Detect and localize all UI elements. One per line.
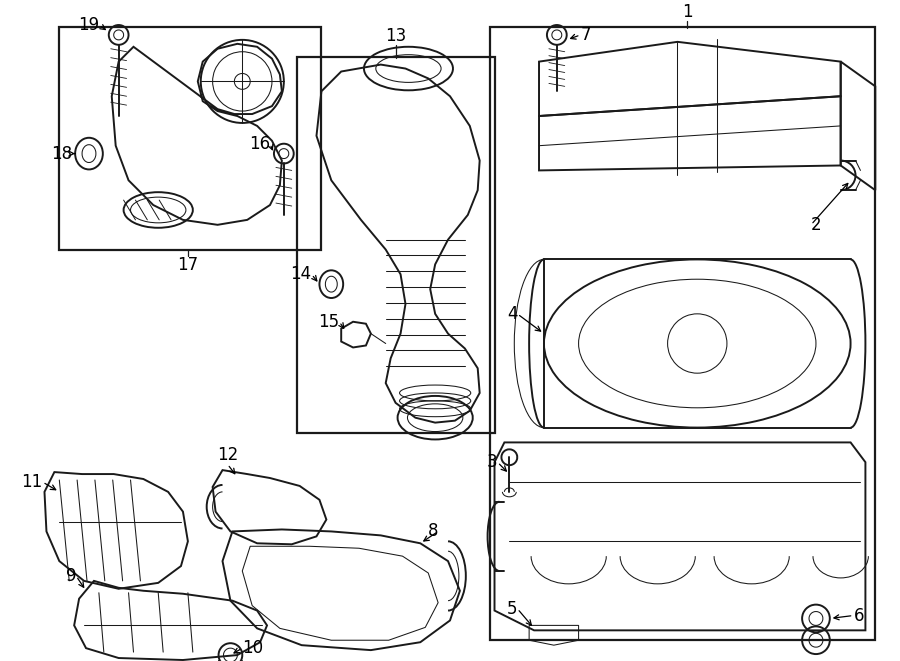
Text: 16: 16 — [249, 135, 270, 153]
Text: 2: 2 — [811, 216, 822, 234]
Text: 15: 15 — [318, 313, 339, 330]
Bar — [59, 27, 321, 250]
Text: 18: 18 — [51, 145, 72, 163]
Text: 8: 8 — [428, 522, 438, 541]
Text: 17: 17 — [177, 256, 199, 274]
Text: 5: 5 — [507, 600, 517, 617]
Text: 3: 3 — [487, 453, 498, 471]
Text: 7: 7 — [580, 26, 591, 44]
Text: 1: 1 — [682, 3, 693, 21]
Text: 19: 19 — [77, 16, 99, 34]
Text: 9: 9 — [66, 567, 77, 585]
Text: 10: 10 — [242, 639, 264, 657]
Text: 12: 12 — [217, 446, 239, 464]
Bar — [490, 27, 876, 641]
Text: 6: 6 — [853, 607, 864, 625]
Text: 14: 14 — [291, 265, 311, 284]
Text: 13: 13 — [385, 27, 406, 45]
Text: 11: 11 — [22, 473, 42, 491]
Text: 4: 4 — [507, 305, 517, 323]
Bar — [297, 57, 494, 432]
